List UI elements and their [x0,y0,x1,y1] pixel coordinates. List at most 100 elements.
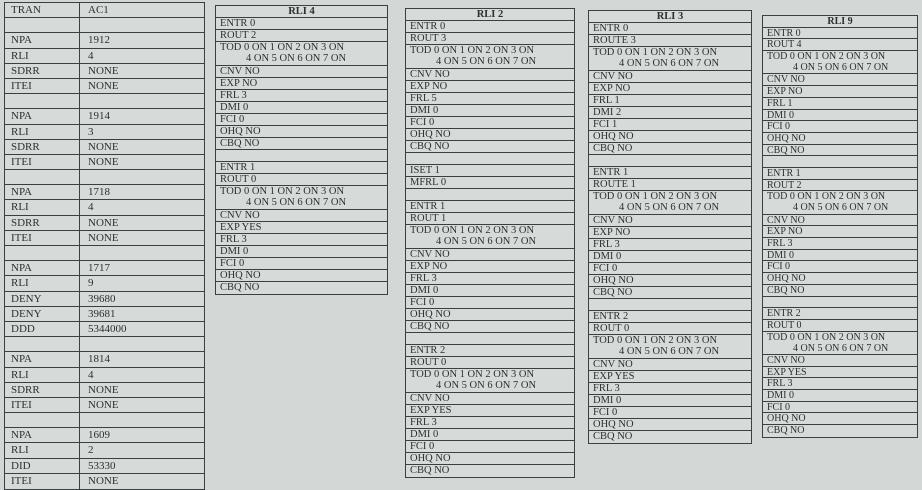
field-name [5,94,80,109]
table-row: SDRR NONE [5,139,204,155]
table-row: ROUT 0 [589,323,751,335]
field-name: ITEI [5,473,80,489]
field-name [5,246,80,261]
table-row: FRL 1 [763,98,917,110]
table-row: EXP YES [763,367,917,379]
table-row: RLI 3 [5,124,204,140]
field-name: SDRR [5,63,80,78]
table-row: FRL 3 [763,378,917,391]
field-name: DID [5,458,80,473]
table-row: DENY 39681 [5,306,204,322]
table-row: FCI 0 [763,121,917,133]
table-row: CBQ NO [216,138,387,150]
table-row: ROUT 0 [406,357,574,369]
blank-row [763,297,917,309]
blank-row [763,156,917,168]
table-row: DMI 0 [406,105,574,117]
blank-row [216,150,387,162]
table-row: OHQ NO [763,273,917,285]
table-row: ITEI NONE [5,473,204,489]
table-row: ENTR 1 [216,162,387,174]
table-row: FRL 3 [589,239,751,251]
table-row: DMI 0 [763,250,917,262]
table-title: RLI 4 [216,6,387,18]
table-row: ENTR 2 [589,311,751,323]
tod-line: TOD 0 ON 1 ON 2 ON 3 ON [410,45,535,56]
table-row: NPA 1912 [5,33,204,49]
field-value: 1717 [88,262,110,275]
tod-line: 4 ON 5 ON 6 ON 7 ON [436,380,537,391]
table-row: ITEI NONE [5,397,204,414]
field-value: 5344000 [88,322,127,335]
field-name: DDD [5,321,80,337]
field-name: RLI [5,48,80,63]
table-row: EXP NO [406,261,574,273]
field-value: 1814 [88,353,110,366]
table-row: CNV NO [763,74,917,87]
table-row: CBQ NO [589,287,751,299]
field-value: 9 [88,277,94,290]
table-row: FCI 0 [216,258,387,270]
table-row: RLI 4 [5,367,204,383]
field-name: SDRR [5,215,80,230]
table-row: CNV NO [406,69,574,81]
table-row: CBQ NO [767,425,805,437]
table-row: NPA 1717 [5,261,204,277]
blank-row [406,153,574,165]
table-row: NPA 1609 [5,428,204,444]
table-row: CNV NO [589,359,751,371]
table-row: EXP NO [763,86,917,98]
tod-line: TOD 0 ON 1 ON 2 ON 3 ON [220,42,345,53]
table-row: DMI 2 [589,107,751,119]
tod-line: 4 ON 5 ON 6 ON 7 ON [619,346,720,357]
table-row: FRL 5 [406,93,574,105]
field-value: AC1 [88,4,109,16]
tod-line: 4 ON 5 ON 6 ON 7 ON [436,56,537,67]
field-name: ITEI [5,78,80,94]
tod-line: TOD 0 ON 1 ON 2 ON 3 ON [767,331,886,343]
blank-row [406,189,574,201]
table-row: SDRR NONE [5,382,204,398]
field-value: 53330 [88,459,116,472]
translation-table: TRAN AC1 NPA 1912 RLI 4 SDRR NONE ITEI NONE NPA 191… [4,2,205,490]
table-row: ENTR 0 [763,28,917,40]
table-row: CNV NO [763,215,917,227]
field-value: 4 [88,368,94,381]
table-row: EXP YES [589,371,751,383]
table-row: SDRR NONE [5,63,204,79]
table-row: CBQ NO [406,321,574,333]
field-name: RLI [5,276,80,291]
tod-line: 4 ON 5 ON 6 ON 7 ON [793,202,889,214]
field-value: NONE [88,155,119,168]
field-name: SDRR [5,382,80,397]
field-value: NONE [88,216,119,229]
blank-row [589,155,751,167]
table-title: RLI 3 [589,11,751,23]
table-row: CNV NO [589,71,751,83]
rli-9-table: RLI 9 ENTR 0 ROUT 4 TOD 0 ON 1 ON 2 ON 3 ON… [762,15,918,438]
table-row: ROUT 0 [763,320,917,332]
field-value: NONE [88,383,119,396]
table-row: ENTR 2 [763,308,917,320]
table-row: DDD 5344000 [5,321,204,338]
table-row: OHQ NO [216,126,387,138]
tod-row: TOD 0 ON 1 ON 2 ON 3 ON 4 ON 5 ON 6 ON 7 … [406,225,574,249]
table-row: DMI 0 [406,285,574,297]
field-value: 39680 [88,292,116,305]
table-row: OHQ NO [589,419,751,431]
tod-row: TOD 0 ON 1 ON 2 ON 3 ON 4 ON 5 ON 6 ON 7 … [216,42,387,66]
field-value: NONE [88,231,119,244]
table-row: FCI 0 [763,261,917,274]
table-row [5,94,204,110]
field-name: RLI [5,200,80,215]
table-row: OHQ NO [216,270,387,282]
tod-line: 4 ON 5 ON 6 ON 7 ON [619,58,720,69]
table-row: CBQ NO [593,431,633,442]
table-row: NPA 1718 [5,185,204,201]
table-row: RLI 9 [5,276,204,292]
table-row: EXP YES [406,405,574,417]
tod-row: TOD 0 ON 1 ON 2 ON 3 ON 4 ON 5 ON 6 ON 7 … [406,45,574,69]
table-row: OHQ NO [406,309,574,321]
table-row: ROUTE 1 [589,179,751,191]
field-value [80,94,88,108]
